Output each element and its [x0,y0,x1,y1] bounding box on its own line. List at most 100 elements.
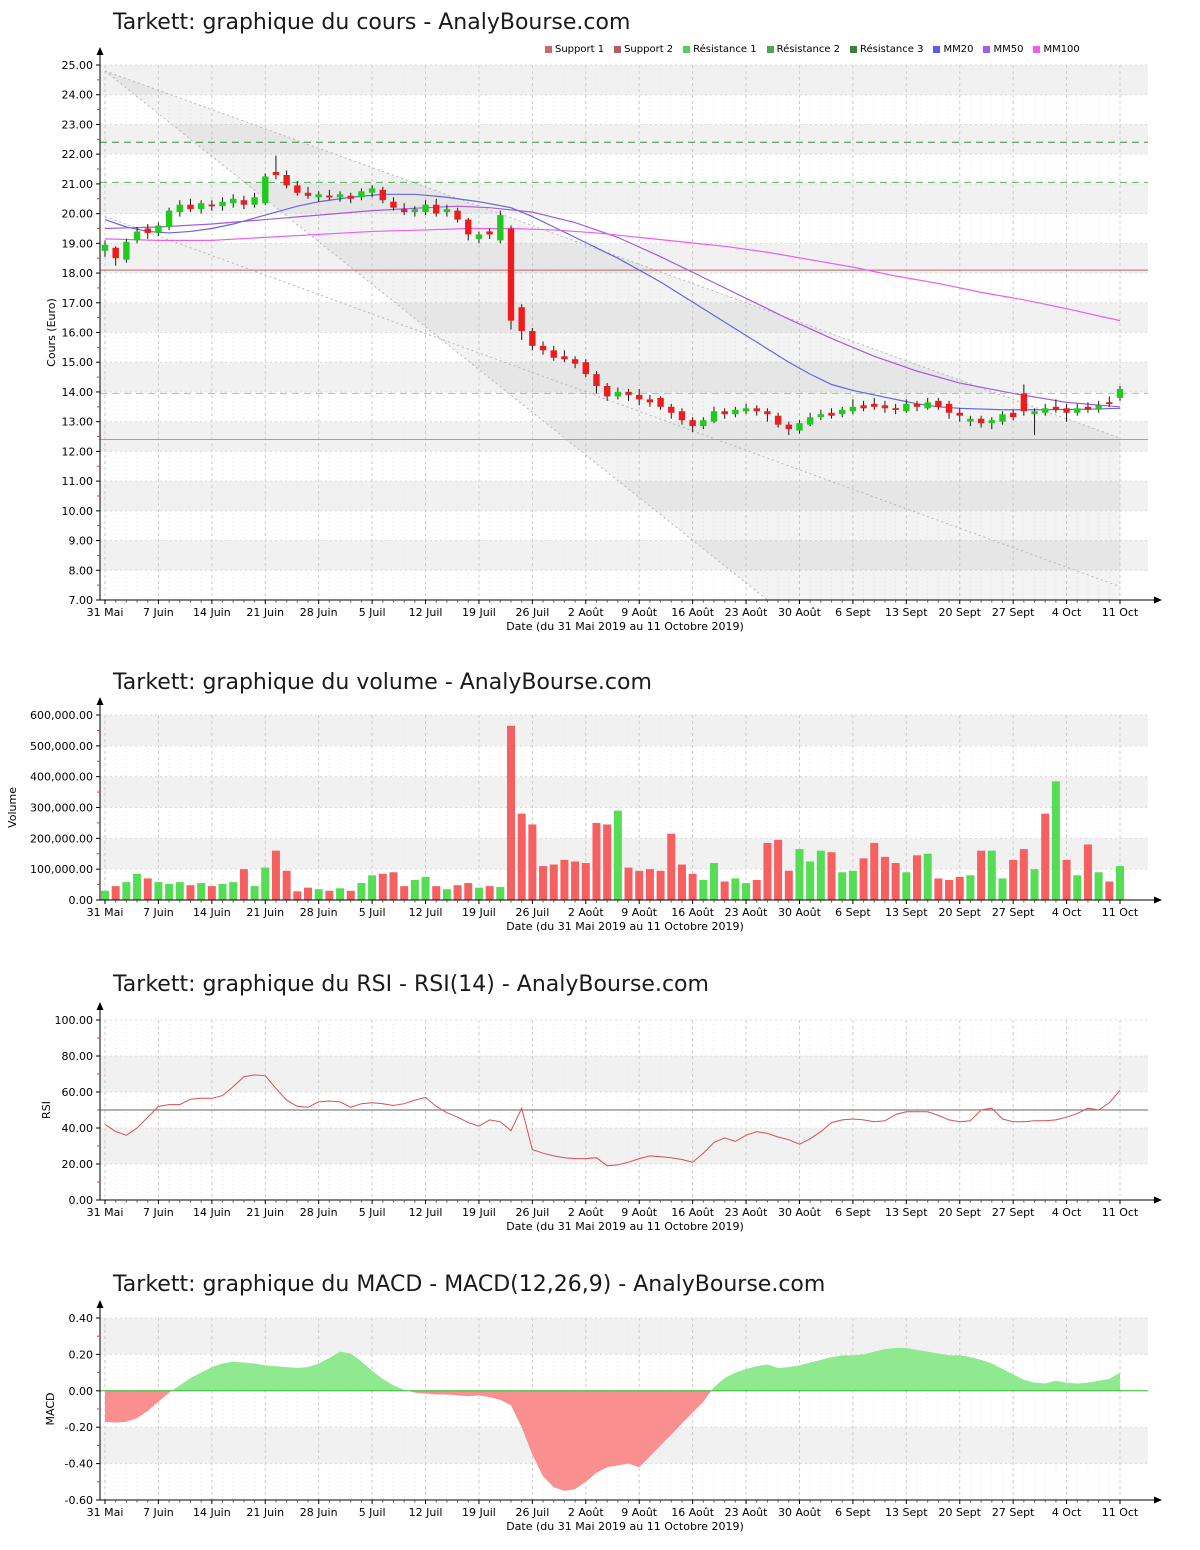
candle-body [123,241,130,260]
candle-body [828,412,835,416]
x-tick-label: 23 Août [725,1206,769,1219]
volume-bar [250,886,259,900]
candle-body [347,195,354,199]
x-tick-label: 11 Oct [1102,606,1139,619]
x-tick-label: 16 Août [671,1206,715,1219]
volume-bar [656,870,665,900]
y-tick-label: 0.20 [69,1348,94,1361]
candle-body [657,397,664,407]
volume-bar [571,861,580,900]
volume-bar [539,866,548,900]
candle-body [1106,402,1113,404]
candle-body [368,188,376,193]
legend-label: MM100 [1043,44,1080,55]
x-tick-label: 7 Juin [143,906,174,919]
x-tick-label: 14 Juin [193,1506,231,1519]
volume-bar [688,873,697,900]
volume-bar [282,870,291,900]
y-tick-label: 12.00 [62,445,94,458]
legend-item: MM50 [983,44,1023,55]
x-tick-label: 13 Sept [885,1206,928,1219]
legend-item: MM100 [1033,44,1080,55]
volume-bar [464,883,473,900]
x-tick-label: 23 Août [725,906,769,919]
y-tick-label: 8.00 [69,564,94,577]
y-axis-arrow-icon [96,697,104,705]
legend-swatch-icon [614,46,622,53]
candle-body [700,420,707,427]
volume-bar [923,853,932,900]
y-tick-label: 16.00 [62,327,94,340]
volume-bar [774,839,783,900]
trendline [104,216,1121,588]
volume-bar [271,850,280,900]
x-tick-label: 23 Août [725,606,769,619]
candle-body [1116,388,1124,398]
axes: 25.00 24.00 23.00 22.00 21.00 20.00 19.00 18.00… [45,47,1162,633]
volume-bar [977,850,986,900]
x-tick-label: 6 Sept [835,1206,871,1219]
y-axis-title: RSI [40,1101,53,1119]
volume-bar [207,886,216,900]
candle-body [625,391,632,395]
volume-bar [400,886,409,900]
volume-bar [453,885,462,900]
candle-body [806,417,814,425]
candle-body [892,408,899,410]
x-tick-label: 31 Mai [87,906,124,919]
volume-bar [549,864,558,900]
volume-bar [1094,872,1103,900]
volume-bar [848,870,857,900]
candle-body [764,411,771,415]
x-tick-label: 16 Août [671,606,715,619]
x-tick-label: 31 Mai [87,1206,124,1219]
volume-bar [1083,844,1092,900]
candle-body [871,403,878,407]
x-tick-label: 28 Juin [300,1506,338,1519]
x-tick-label: 21 Juin [246,606,284,619]
legend-item: Support 1 [545,44,604,55]
candles-layer [101,155,1124,436]
candle-body [518,307,525,332]
y-tick-label: 19.00 [62,237,94,250]
candle-body [732,409,739,415]
x-tick-label: 11 Oct [1102,1206,1139,1219]
volume-bar [442,889,451,900]
y-tick-label: -0.40 [65,1458,93,1471]
volume-bar [186,885,195,900]
price-chart-canvas: 25.00 24.00 23.00 22.00 21.00 20.00 19.00 18.00… [45,47,1162,633]
x-axis-title: Date (du 31 Mai 2019 au 11 Octobre 2019) [506,620,744,633]
mm50-line [104,205,1121,408]
x-tick-label: 26 Juil [515,606,549,619]
y-tick-label: 0.00 [69,1385,94,1398]
candle-body [646,399,654,403]
x-tick-label: 14 Juin [193,906,231,919]
candle-body [999,414,1006,422]
price-chart-section: Tarkett: graphique du cours - AnalyBours… [0,0,1200,660]
trend-channel [104,70,1121,601]
x-tick-label: 20 Sept [938,1206,981,1219]
x-tick-label: 6 Sept [835,606,871,619]
x-tick-label: 6 Sept [835,1506,871,1519]
candle-body [1084,406,1092,410]
x-tick-label: 20 Sept [938,1506,981,1519]
volume-bar [1116,866,1124,900]
legend-label: MM50 [993,44,1024,55]
candle-body [1031,411,1038,415]
candle-body [475,234,483,239]
x-tick-label: 19 Juil [462,606,496,619]
candle-body [230,198,237,204]
volume-bar [699,879,708,900]
x-tick-label: 4 Oct [1052,1506,1082,1519]
candle-body [187,204,194,210]
volume-bar [795,849,804,900]
x-axis-title: Date (du 31 Mai 2019 au 11 Octobre 2019) [506,920,744,933]
candle-body [197,203,205,210]
volume-bar [870,842,879,900]
volume-bar [955,876,964,900]
x-axis-arrow-icon [1154,1496,1162,1504]
candle-body [881,405,889,409]
axes: 600,000.00 500,000.00 400,000.00 300,000.00… [6,697,1162,933]
volume-bar [496,887,505,900]
y-tick-label: 24.00 [62,89,94,102]
